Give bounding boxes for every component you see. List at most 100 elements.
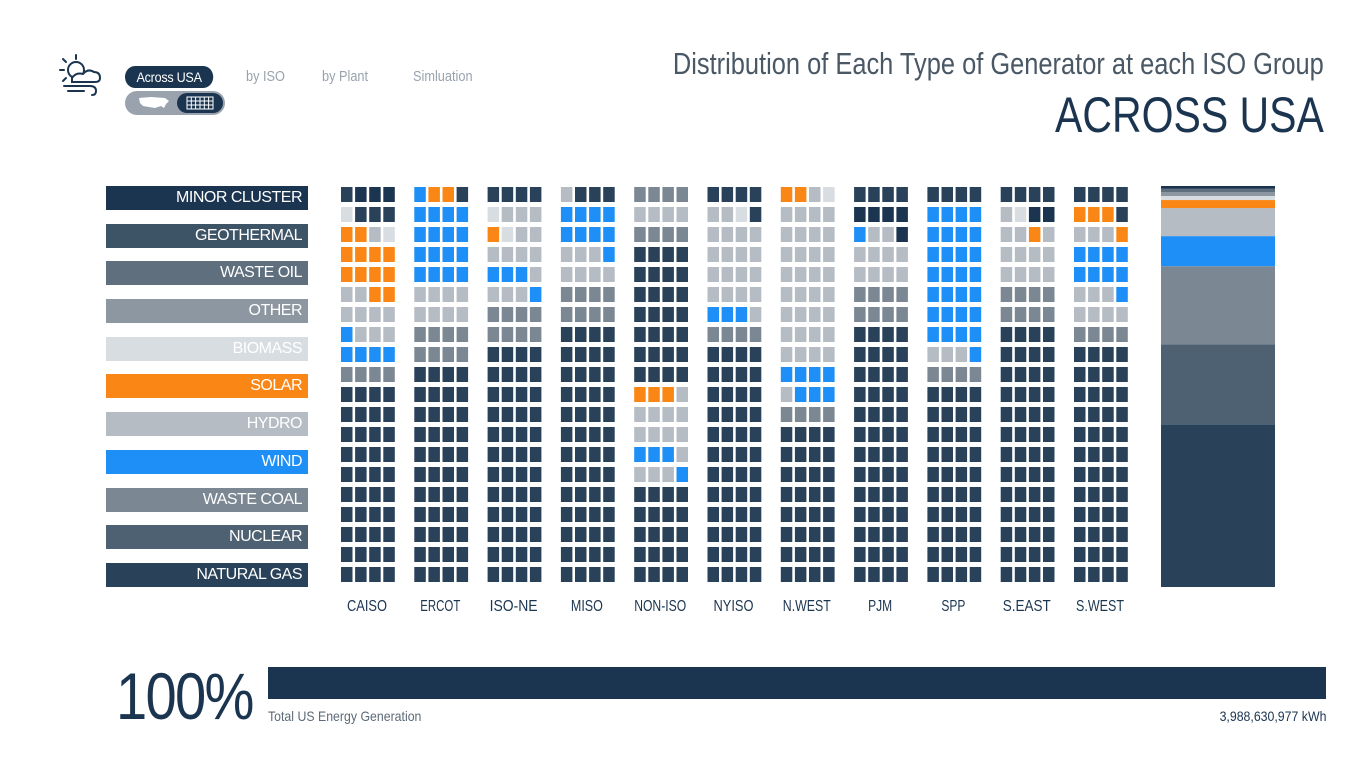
- waffle-cell[interactable]: [487, 207, 500, 222]
- waffle-cell[interactable]: [707, 387, 720, 402]
- waffle-cell[interactable]: [735, 327, 748, 342]
- waffle-cell[interactable]: [1102, 427, 1114, 442]
- waffle-cell[interactable]: [341, 487, 353, 502]
- waffle-cell[interactable]: [735, 307, 748, 322]
- waffle-cell[interactable]: [896, 267, 908, 282]
- waffle-cell[interactable]: [735, 567, 748, 582]
- waffle-cell[interactable]: [515, 327, 528, 342]
- waffle-cell[interactable]: [794, 447, 807, 462]
- waffle-cell[interactable]: [560, 567, 573, 582]
- waffle-cell[interactable]: [1074, 207, 1086, 222]
- waffle-cell[interactable]: [735, 347, 748, 362]
- waffle-cell[interactable]: [529, 347, 542, 362]
- waffle-cell[interactable]: [794, 467, 807, 482]
- waffle-cell[interactable]: [676, 567, 689, 582]
- waffle-cell[interactable]: [1014, 327, 1027, 342]
- waffle-cell[interactable]: [1014, 567, 1027, 582]
- waffle-cell[interactable]: [634, 387, 646, 402]
- waffle-cell[interactable]: [941, 247, 954, 262]
- waffle-cell[interactable]: [560, 227, 573, 242]
- waffle-cell[interactable]: [442, 327, 455, 342]
- waffle-cell[interactable]: [896, 347, 908, 362]
- waffle-cell[interactable]: [529, 367, 542, 382]
- waffle-cell[interactable]: [955, 367, 968, 382]
- waffle-cell[interactable]: [941, 427, 954, 442]
- waffle-cell[interactable]: [707, 327, 720, 342]
- waffle-cell[interactable]: [854, 187, 866, 202]
- waffle-cell[interactable]: [969, 547, 982, 562]
- waffle-cell[interactable]: [780, 287, 793, 302]
- waffle-cell[interactable]: [575, 347, 587, 362]
- waffle-cell[interactable]: [1000, 367, 1013, 382]
- waffle-cell[interactable]: [735, 407, 748, 422]
- waffle-cell[interactable]: [442, 407, 455, 422]
- waffle-cell[interactable]: [575, 187, 587, 202]
- waffle-cell[interactable]: [794, 427, 807, 442]
- waffle-cell[interactable]: [456, 387, 469, 402]
- legend-nuclear[interactable]: NUCLEAR: [106, 525, 308, 550]
- waffle-cell[interactable]: [589, 427, 601, 442]
- waffle-cell[interactable]: [515, 407, 528, 422]
- waffle-cell[interactable]: [428, 387, 440, 402]
- waffle-cell[interactable]: [355, 287, 367, 302]
- waffle-cell[interactable]: [969, 527, 982, 542]
- waffle-cell[interactable]: [823, 387, 835, 402]
- waffle-cell[interactable]: [780, 307, 793, 322]
- waffle-cell[interactable]: [648, 427, 660, 442]
- waffle-cell[interactable]: [1116, 327, 1128, 342]
- waffle-cell[interactable]: [823, 247, 835, 262]
- waffle-cell[interactable]: [823, 567, 835, 582]
- waffle-cell[interactable]: [749, 427, 762, 442]
- waffle-cell[interactable]: [1074, 407, 1086, 422]
- waffle-cell[interactable]: [721, 547, 734, 562]
- waffle-cell[interactable]: [560, 347, 573, 362]
- waffle-cell[interactable]: [487, 407, 500, 422]
- waffle-cell[interactable]: [355, 267, 367, 282]
- waffle-cell[interactable]: [823, 187, 835, 202]
- waffle-cell[interactable]: [1043, 187, 1055, 202]
- waffle-cell[interactable]: [749, 227, 762, 242]
- waffle-cell[interactable]: [1088, 267, 1100, 282]
- waffle-cell[interactable]: [428, 307, 440, 322]
- waffle-cell[interactable]: [721, 247, 734, 262]
- waffle-cell[interactable]: [428, 507, 440, 522]
- waffle-cell[interactable]: [456, 207, 469, 222]
- waffle-cell[interactable]: [823, 367, 835, 382]
- waffle-cell[interactable]: [428, 527, 440, 542]
- waffle-cell[interactable]: [1116, 547, 1128, 562]
- waffle-cell[interactable]: [1043, 307, 1055, 322]
- usa-map-icon[interactable]: [137, 95, 171, 111]
- waffle-cell[interactable]: [1074, 547, 1086, 562]
- waffle-cell[interactable]: [501, 347, 514, 362]
- waffle-cell[interactable]: [941, 367, 954, 382]
- waffle-cell[interactable]: [735, 207, 748, 222]
- waffle-cell[interactable]: [823, 287, 835, 302]
- waffle-cell[interactable]: [1074, 467, 1086, 482]
- waffle-cell[interactable]: [341, 307, 353, 322]
- waffle-cell[interactable]: [676, 387, 689, 402]
- waffle-cell[interactable]: [854, 507, 866, 522]
- waffle-cell[interactable]: [854, 567, 866, 582]
- waffle-cell[interactable]: [383, 547, 395, 562]
- waffle-cell[interactable]: [1028, 507, 1041, 522]
- waffle-cell[interactable]: [749, 367, 762, 382]
- waffle-cell[interactable]: [603, 267, 615, 282]
- waffle-cell[interactable]: [749, 507, 762, 522]
- waffle-cell[interactable]: [529, 467, 542, 482]
- waffle-cell[interactable]: [487, 287, 500, 302]
- waffle-cell[interactable]: [560, 447, 573, 462]
- waffle-cell[interactable]: [487, 387, 500, 402]
- waffle-cell[interactable]: [603, 347, 615, 362]
- waffle-cell[interactable]: [1000, 327, 1013, 342]
- waffle-cell[interactable]: [882, 307, 894, 322]
- waffle-cell[interactable]: [575, 567, 587, 582]
- waffle-cell[interactable]: [823, 527, 835, 542]
- waffle-cell[interactable]: [1028, 207, 1041, 222]
- waffle-cell[interactable]: [662, 487, 674, 502]
- waffle-cell[interactable]: [560, 547, 573, 562]
- waffle-cell[interactable]: [969, 567, 982, 582]
- waffle-cell[interactable]: [955, 547, 968, 562]
- waffle-cell[interactable]: [794, 487, 807, 502]
- waffle-cell[interactable]: [341, 427, 353, 442]
- waffle-cell[interactable]: [456, 227, 469, 242]
